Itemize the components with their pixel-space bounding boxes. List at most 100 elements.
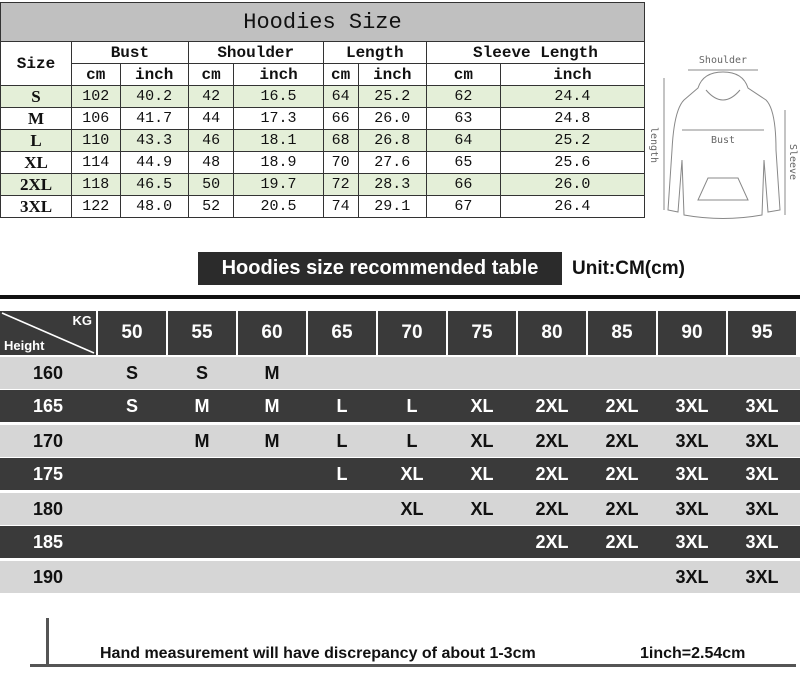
measurement-cell: 48 — [187, 151, 235, 174]
measurement-cell: 19.7 — [233, 173, 324, 196]
size-row: 3XL 122 48.0 52 20.5 74 29.1 67 26.4 — [0, 195, 646, 218]
recommended-size-cell: 3XL — [728, 493, 796, 525]
weight-header: 90 — [658, 311, 726, 355]
size-row: M 106 41.7 44 17.3 66 26.0 63 24.8 — [0, 107, 646, 130]
measurement-cell: 70 — [322, 151, 359, 174]
recommended-size-cell — [238, 526, 306, 558]
recommended-size-cell — [98, 425, 166, 457]
measurement-cell: 18.9 — [233, 151, 324, 174]
recommended-size-cell — [308, 561, 376, 593]
divider — [0, 295, 800, 299]
measurement-cell: 68 — [322, 129, 359, 152]
recommended-size-cell: XL — [448, 493, 516, 525]
recommended-size-cell: 2XL — [588, 458, 656, 490]
hoodie-outline-icon — [667, 71, 781, 219]
measurement-cell: 26.0 — [357, 107, 427, 130]
size-cell: L — [0, 129, 72, 152]
recommended-size-cell: 2XL — [518, 390, 586, 422]
measurement-cell: 24.8 — [499, 107, 646, 130]
recommended-size-cell — [308, 357, 376, 389]
kg-label: KG — [72, 313, 93, 328]
measurement-cell: 26.8 — [357, 129, 427, 152]
measurement-cell: 44.9 — [119, 151, 189, 174]
weight-header-row: KG Height 50 55 60 65 70 75 80 85 90 95 — [0, 311, 800, 355]
measurement-cell: 65 — [425, 151, 501, 174]
group-header: Bust — [71, 41, 189, 64]
recommended-size-cell: S — [168, 357, 236, 389]
recommended-size-cell: 2XL — [588, 390, 656, 422]
recommended-size-cell — [238, 561, 306, 593]
unit-header: inch — [119, 63, 189, 86]
bust-label: Bust — [711, 135, 735, 146]
unit-header: cm — [322, 63, 359, 86]
recommended-size-cell — [378, 357, 446, 389]
size-row: S 102 40.2 42 16.5 64 25.2 62 24.4 — [0, 85, 646, 108]
measurement-cell: 25.2 — [357, 85, 427, 108]
measurement-cell: 48.0 — [119, 195, 189, 218]
height-row: 165 S M M L L XL 2XL 2XL 3XL 3XL — [0, 390, 800, 422]
recommended-size-cell: S — [98, 357, 166, 389]
height-row: 175 L XL XL 2XL 2XL 3XL 3XL — [0, 458, 800, 490]
recommended-size-cell: 2XL — [518, 458, 586, 490]
unit-header: cm — [187, 63, 235, 86]
weight-header: 65 — [308, 311, 376, 355]
measurement-cell: 67 — [425, 195, 501, 218]
unit-header: inch — [233, 63, 324, 86]
measurement-cell: 46.5 — [119, 173, 189, 196]
measurement-cell: 66 — [322, 107, 359, 130]
recommended-size-cell: 3XL — [728, 390, 796, 422]
recommended-size-cell: M — [238, 357, 306, 389]
measurement-cell: 102 — [71, 85, 121, 108]
weight-header: 75 — [448, 311, 516, 355]
size-row: L 110 43.3 46 18.1 68 26.8 64 25.2 — [0, 129, 646, 152]
measurement-cell: 26.4 — [499, 195, 646, 218]
group-header: Sleeve Length — [425, 41, 646, 64]
recommended-size-cell — [378, 526, 446, 558]
measurement-cell: 25.2 — [499, 129, 646, 152]
weight-header: 55 — [168, 311, 236, 355]
measurement-cell: 64 — [425, 129, 501, 152]
height-row: 160 S S M — [0, 357, 800, 389]
recommended-size-cell: 3XL — [658, 561, 726, 593]
measurement-cell: 66 — [425, 173, 501, 196]
height-cell: 185 — [0, 526, 96, 558]
recommended-size-cell — [98, 458, 166, 490]
height-row: 185 2XL 2XL 3XL 3XL — [0, 526, 800, 558]
height-row: 190 3XL 3XL — [0, 561, 800, 593]
size-cell: 2XL — [0, 173, 72, 196]
size-header: Size — [0, 41, 72, 86]
measurement-cell: 72 — [322, 173, 359, 196]
size-row: XL 114 44.9 48 18.9 70 27.6 65 25.6 — [0, 151, 646, 174]
height-cell: 160 — [0, 357, 96, 389]
measurement-cell: 20.5 — [233, 195, 324, 218]
recommended-size-cell: 2XL — [588, 425, 656, 457]
recommended-size-cell: S — [98, 390, 166, 422]
recommended-size-cell: XL — [448, 458, 516, 490]
weight-header: 50 — [98, 311, 166, 355]
recommended-size-cell: 2XL — [518, 425, 586, 457]
recommended-size-cell: L — [308, 458, 376, 490]
sleeve-label: Sleeve — [787, 144, 798, 180]
height-cell: 175 — [0, 458, 96, 490]
recommended-size-cell: 3XL — [658, 493, 726, 525]
recommended-size-cell — [98, 561, 166, 593]
weight-header: 60 — [238, 311, 306, 355]
recommended-size-cell — [308, 526, 376, 558]
measurement-cell: 43.3 — [119, 129, 189, 152]
recommended-size-cell: 3XL — [728, 561, 796, 593]
height-cell: 180 — [0, 493, 96, 525]
measurement-cell: 62 — [425, 85, 501, 108]
recommended-size-cell: 2XL — [518, 526, 586, 558]
unit-header: cm — [71, 63, 121, 86]
recommended-size-cell: L — [378, 425, 446, 457]
measurement-cell: 74 — [322, 195, 359, 218]
unit-header: inch — [499, 63, 646, 86]
recommended-size-cell — [728, 357, 796, 389]
weight-header: 70 — [378, 311, 446, 355]
weight-header: 80 — [518, 311, 586, 355]
recommended-size-cell — [448, 561, 516, 593]
recommended-size-cell: XL — [378, 493, 446, 525]
recommended-size-cell — [588, 357, 656, 389]
inch-conversion: 1inch=2.54cm — [640, 645, 746, 662]
measurement-cell: 64 — [322, 85, 359, 108]
